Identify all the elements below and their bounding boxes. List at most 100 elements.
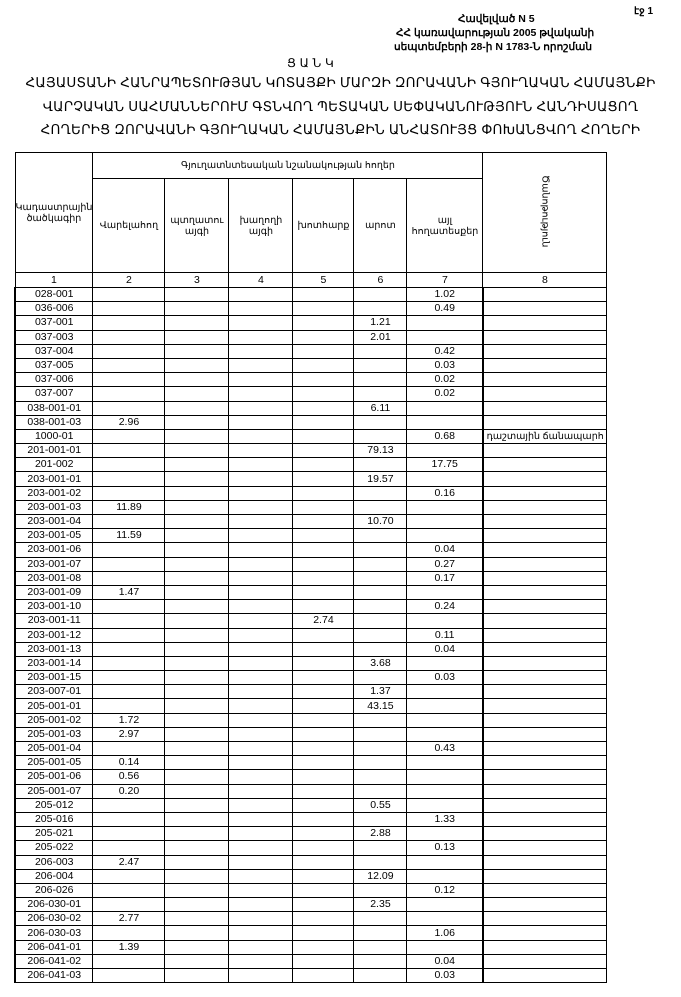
area-cell: [292, 315, 355, 331]
area-cell: [228, 740, 294, 757]
area-cell: [353, 953, 408, 970]
table-row: 206-030-02 2.77: [14, 911, 608, 927]
area-cell: [406, 939, 484, 955]
area-cell: [164, 372, 230, 388]
cadastral-code-cell: 203-001-15: [14, 670, 94, 686]
area-cell: [228, 613, 294, 629]
cadastral-code-cell: 203-001-11: [14, 613, 94, 629]
area-cell: [164, 485, 230, 501]
area-cell: [92, 826, 166, 842]
area-cell: [228, 528, 294, 544]
table-row: 203-001-09 1.47: [14, 584, 608, 601]
table-row: 201-001-01 79.13: [14, 443, 608, 459]
note-cell: [482, 443, 608, 459]
area-cell: [164, 414, 230, 430]
area-cell: [353, 343, 408, 359]
cadastral-code-cell: 206-004: [14, 868, 94, 884]
column-number: 7: [406, 272, 484, 288]
area-cell: [228, 329, 294, 345]
area-cell: 0.03: [406, 967, 484, 984]
area-cell: [228, 556, 294, 572]
table-row: 206-026 0.12: [14, 882, 608, 899]
table-row: 036-006 0.49: [14, 301, 608, 317]
cadastral-code-cell: 203-007-01: [14, 684, 94, 700]
area-cell: [292, 471, 355, 487]
table-row: 203-007-01 1.37: [14, 684, 608, 700]
area-cell: 0.17: [406, 570, 484, 586]
area-cell: [92, 967, 166, 984]
table-row: 203-001-14 3.68: [14, 655, 608, 672]
area-cell: [92, 471, 166, 487]
area-cell: [164, 882, 230, 899]
table-row: 203-001-06 0.04: [14, 542, 608, 558]
area-cell: [353, 670, 408, 686]
area-cell: [406, 400, 484, 416]
area-cell: 0.04: [406, 641, 484, 657]
note-cell: [482, 684, 608, 700]
area-cell: 0.20: [92, 783, 166, 799]
area-cell: 0.03: [406, 357, 484, 374]
area-cell: [292, 882, 355, 899]
header-hayfield: խոտհարք: [292, 178, 355, 273]
area-cell: [292, 485, 355, 501]
table-row: 203-001-15 0.03: [14, 670, 608, 686]
area-cell: [164, 443, 230, 459]
area-cell: [92, 868, 166, 884]
area-cell: 0.27: [406, 556, 484, 572]
area-cell: [164, 457, 230, 473]
area-cell: [228, 882, 294, 899]
area-cell: [164, 428, 230, 445]
area-cell: 11.89: [92, 499, 166, 516]
note-cell: [482, 726, 608, 743]
cadastral-code-cell: 037-005: [14, 357, 94, 374]
area-cell: 2.88: [353, 826, 408, 842]
area-cell: [353, 740, 408, 757]
note-cell: [482, 315, 608, 331]
area-cell: [228, 670, 294, 686]
table-row: 037-004 0.42: [14, 343, 608, 359]
area-cell: [353, 854, 408, 870]
annex-line-2: ՀՀ կառավարության 2005 թվականի: [396, 27, 595, 39]
area-cell: [228, 372, 294, 388]
table-row: 203-001-03 11.89: [14, 499, 608, 516]
cadastral-code-cell: 203-001-03: [14, 499, 94, 516]
table-row: 037-001 1.21: [14, 315, 608, 331]
area-cell: 2.47: [92, 854, 166, 870]
header-orchard: պտղատու այգի: [164, 178, 230, 273]
cadastral-code-cell: 205-001-05: [14, 755, 94, 771]
area-cell: [92, 797, 166, 813]
area-cell: [164, 641, 230, 657]
document-heading: Ց Ա Ն Կ: [286, 56, 335, 70]
area-cell: [92, 953, 166, 970]
area-cell: [292, 457, 355, 473]
column-number: 2: [92, 272, 166, 288]
area-cell: [406, 329, 484, 345]
area-cell: [228, 357, 294, 374]
area-cell: [292, 655, 355, 672]
table-row: 206-030-03 1.06: [14, 925, 608, 941]
area-cell: [292, 897, 355, 913]
area-cell: [292, 584, 355, 601]
area-cell: 0.13: [406, 840, 484, 856]
note-cell: [482, 329, 608, 345]
area-cell: [164, 599, 230, 615]
area-cell: [353, 584, 408, 601]
table-row: 028-001 1.02: [14, 286, 608, 303]
area-cell: 79.13: [353, 443, 408, 459]
area-cell: [92, 641, 166, 657]
area-cell: [406, 499, 484, 516]
area-cell: [228, 286, 294, 303]
area-cell: [353, 457, 408, 473]
cadastral-code-cell: 203-001-12: [14, 627, 94, 643]
area-cell: [164, 343, 230, 359]
column-number: 5: [292, 272, 355, 288]
cadastral-code-cell: 203-001-05: [14, 528, 94, 544]
area-cell: [406, 698, 484, 714]
title-line-2: ՎԱՐՉԱԿԱՆ ՍԱՀՄԱՆՆԵՐՈՒՄ ԳՏՆՎՈՂ ՊԵՏԱԿԱՆ ՍԵՓ…: [42, 99, 639, 114]
area-cell: [292, 868, 355, 884]
area-cell: [228, 343, 294, 359]
area-cell: [164, 740, 230, 757]
table-row: 1000-01 0.68 դաշտային ճանապարհ: [14, 428, 608, 445]
area-cell: [164, 471, 230, 487]
area-cell: [228, 967, 294, 984]
